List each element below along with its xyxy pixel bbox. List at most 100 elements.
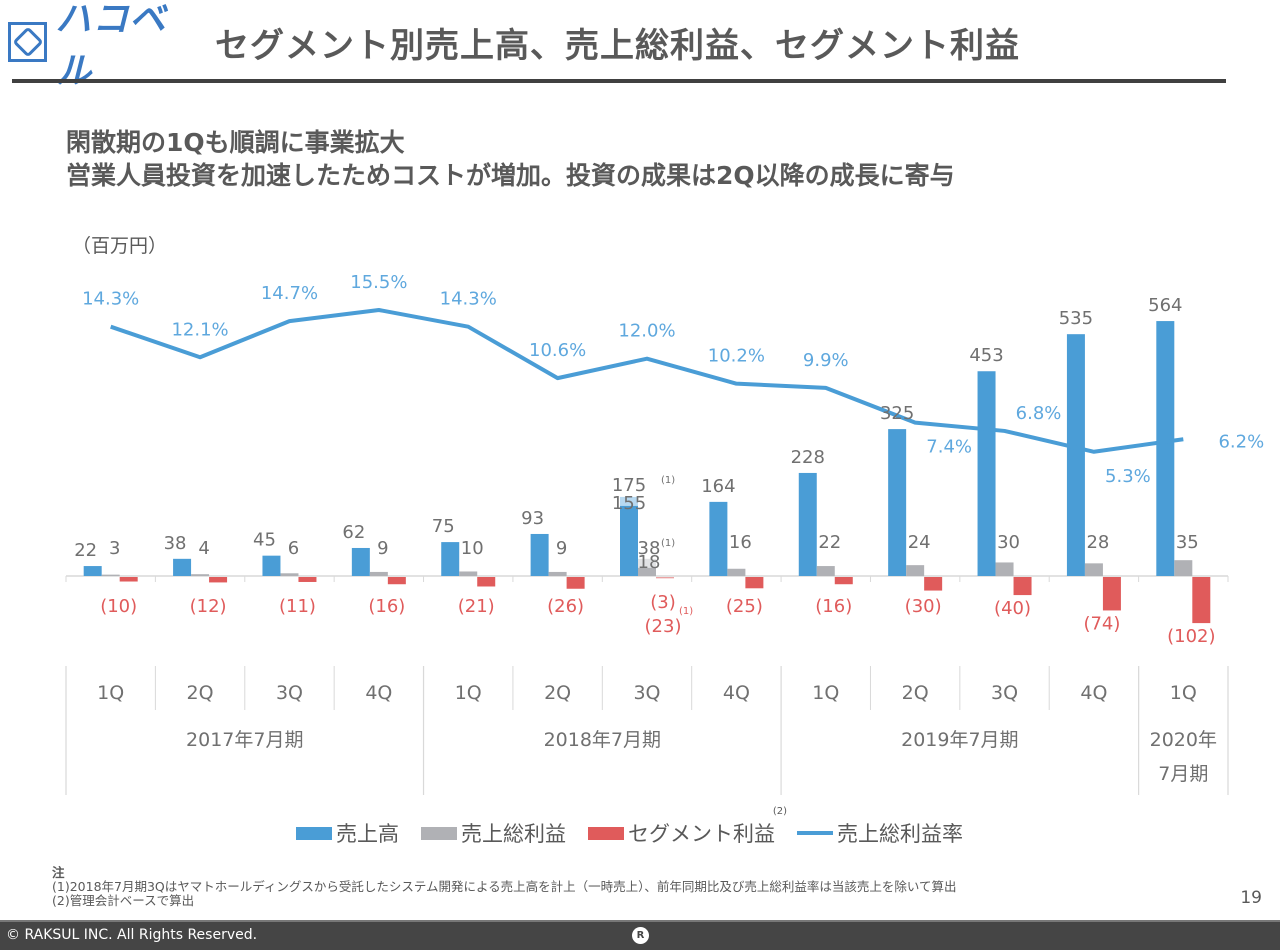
legend-item-revenue: 売上高 — [296, 818, 399, 848]
bar-gross-profit — [191, 574, 210, 576]
bar-gross-profit — [727, 568, 746, 576]
label-segment-profit: (23) — [645, 616, 682, 637]
chart-legend: 売上高 売上総利益 セグメント利益 (2) 売上総利益率 — [296, 806, 985, 848]
fiscal-year-label: 2020年 — [1150, 729, 1217, 751]
label-revenue: 155 — [612, 493, 646, 514]
bar-segment-profit — [656, 577, 674, 579]
unit-label: （百万円） — [72, 235, 168, 257]
legend-item-segment-profit: セグメント利益 (2) — [588, 806, 787, 848]
label-gross-profit: 30 — [997, 532, 1020, 553]
label-revenue: 22 — [74, 540, 97, 561]
footnotes: 注 (1)2018年7月期3Qはヤマトホールディングスから受託したシステム開発に… — [52, 866, 957, 908]
legend-label: セグメント利益 — [628, 822, 775, 846]
bar-segment-profit — [566, 577, 585, 589]
label-segment-profit: (10) — [100, 596, 137, 617]
fiscal-year-label: 2019年7月期 — [901, 729, 1018, 751]
legend-swatch-gross-profit — [421, 826, 457, 840]
category-label: 3Q — [991, 682, 1018, 704]
bar-gross-profit — [995, 562, 1014, 576]
bar-gross-profit — [1084, 563, 1103, 576]
legend-label: 売上総利益率 — [837, 822, 963, 846]
label-gross-margin: 14.3% — [440, 289, 497, 310]
label-gross-profit: 4 — [198, 538, 209, 559]
bar-revenue — [530, 533, 549, 576]
label-segment-profit: (74) — [1083, 613, 1120, 634]
label-segment-profit: (25) — [726, 596, 763, 617]
bar-revenue — [83, 566, 102, 576]
label-gross-profit: 24 — [908, 532, 931, 553]
footnote-2: (2)管理会計ベースで算出 — [52, 893, 195, 908]
hacobell-logo: ハコベル — [8, 0, 200, 92]
bar-gross-profit — [638, 567, 656, 576]
bar-revenue — [1156, 321, 1175, 576]
bar-revenue — [888, 429, 907, 576]
headline: 閑散期の1Qも順調に事業拡大 営業人員投資を加速したためコストが増加。投資の成果… — [66, 126, 955, 192]
label-gross-margin: 6.8% — [1016, 403, 1062, 424]
bar-segment-profit — [387, 577, 406, 585]
label-revenue: 93 — [521, 508, 544, 529]
fiscal-year-label: 7月期 — [1158, 763, 1208, 785]
bar-gross-profit — [280, 573, 299, 576]
label-gross-profit: 9 — [556, 538, 567, 559]
copyright-text: © RAKSUL INC. All Rights Reserved. — [6, 927, 258, 943]
label-revenue: 564 — [1148, 295, 1182, 316]
legend-swatch-segment-profit — [588, 826, 624, 840]
category-label: 2Q — [187, 682, 214, 704]
footnote-marker: (1) — [661, 538, 675, 549]
label-revenue: 535 — [1059, 308, 1093, 329]
label-gross-profit-incl-onetime: 38 — [638, 538, 661, 559]
page-number: 19 — [1240, 888, 1262, 908]
bar-gross-profit — [548, 571, 567, 576]
bar-revenue — [351, 547, 370, 576]
label-gross-margin: 10.2% — [708, 346, 765, 367]
category-label: 1Q — [455, 682, 482, 704]
category-label: 1Q — [97, 682, 124, 704]
bar-gross-profit — [1174, 560, 1193, 576]
label-gross-profit: 10 — [461, 538, 484, 559]
bar-segment-profit — [1013, 577, 1032, 596]
bar-segment-profit — [209, 577, 228, 583]
label-revenue: 62 — [342, 522, 365, 543]
legend-swatch-gross-margin — [797, 831, 833, 835]
label-gross-margin: 12.1% — [171, 319, 228, 340]
footnote-1: (1)2018年7月期3Qはヤマトホールディングスから受託したシステム開発による… — [52, 879, 957, 894]
label-gross-profit: 3 — [109, 538, 120, 559]
label-gross-margin: 5.3% — [1105, 466, 1151, 487]
bar-revenue — [709, 501, 728, 576]
label-revenue: 325 — [880, 403, 914, 424]
bar-segment-profit — [477, 577, 496, 587]
label-gross-margin: 7.4% — [926, 437, 972, 458]
label-segment-profit: (16) — [368, 596, 405, 617]
label-revenue: 45 — [253, 530, 276, 551]
label-gross-profit: 28 — [1086, 532, 1109, 553]
label-revenue: 228 — [791, 447, 825, 468]
label-gross-profit: 35 — [1176, 532, 1199, 553]
label-gross-profit: 22 — [818, 532, 841, 553]
label-gross-margin: 6.2% — [1218, 431, 1264, 452]
footnote-marker: (1) — [661, 475, 675, 486]
bar-segment-profit — [1102, 577, 1121, 611]
label-segment-profit: (30) — [905, 596, 942, 617]
bar-gross-profit — [101, 574, 120, 576]
bar-revenue — [977, 371, 996, 576]
legend-item-gross-margin: 売上総利益率 — [797, 818, 963, 848]
bar-revenue — [1066, 334, 1085, 576]
label-gross-margin: 15.5% — [350, 272, 407, 293]
label-gross-margin: 10.6% — [529, 340, 586, 361]
category-label: 3Q — [276, 682, 303, 704]
legend-swatch-revenue — [296, 826, 332, 840]
legend-item-gross-profit: 売上総利益 — [421, 818, 566, 848]
bar-segment-profit — [1192, 577, 1211, 624]
category-label: 4Q — [1080, 682, 1107, 704]
label-revenue: 453 — [969, 345, 1003, 366]
title-divider — [12, 79, 1226, 83]
bar-revenue — [620, 505, 638, 576]
label-gross-margin: 9.9% — [803, 350, 849, 371]
category-label: 4Q — [723, 682, 750, 704]
category-label: 1Q — [812, 682, 839, 704]
label-revenue: 38 — [164, 533, 187, 554]
fiscal-year-label: 2018年7月期 — [544, 729, 661, 751]
label-segment-profit: (16) — [815, 596, 852, 617]
footnotes-heading: 注 — [52, 865, 65, 880]
label-gross-margin: 12.0% — [618, 321, 675, 342]
